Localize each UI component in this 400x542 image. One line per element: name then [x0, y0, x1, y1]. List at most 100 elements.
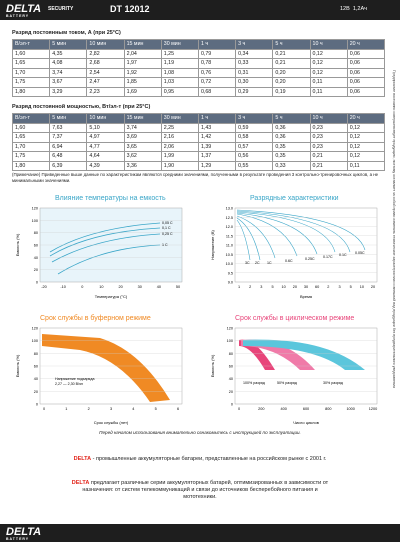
cell: 1,97: [123, 58, 162, 69]
curve-label: 2C: [255, 261, 260, 265]
column-header: 20 ч: [346, 113, 386, 124]
y-tick-label: 11.0: [226, 244, 233, 248]
chart-float-life: Срок службы в буферном режиме Емкость (%)…: [15, 314, 183, 425]
cell: 1,25: [160, 48, 199, 59]
cell: 7,63: [49, 122, 88, 133]
cell: 0,56: [235, 151, 274, 162]
cell: 3,67: [49, 77, 88, 88]
x-tick-label: 1: [238, 285, 240, 289]
about-2: DELTA предлагает различные серии аккумул…: [70, 480, 330, 501]
cell: 0,78: [197, 58, 237, 69]
cell: 0,12: [346, 141, 386, 152]
x-tick-label: 1: [65, 407, 67, 411]
cell: 0,36: [272, 132, 311, 143]
curve-50: [241, 339, 315, 370]
cell: 2,23: [86, 86, 125, 97]
x-tick-label: 0: [238, 407, 240, 411]
cell: 0,33: [235, 58, 274, 69]
curve-label: 0,1 С: [162, 226, 171, 230]
cell: 2,16: [160, 132, 199, 143]
cell: 1,69: [123, 86, 162, 97]
row: 1,70 6,94 4,77 3,65 2,06 1,39 0,57 0,35 0,23 0,12: [11, 141, 386, 152]
x-tick-label: -10: [60, 285, 65, 289]
x-tick-label: 600: [303, 407, 309, 411]
cell: 0,06: [346, 58, 386, 69]
cell: 4,77: [86, 141, 125, 152]
cell: 0,79: [197, 48, 237, 59]
column-header: 15 мин: [123, 113, 162, 124]
cell: 0,58: [235, 132, 274, 143]
cell: 0,95: [160, 86, 199, 97]
cell: 0,35: [272, 141, 311, 152]
cell: 1,03: [160, 77, 199, 88]
chart-title: Влияние температуры на емкость: [55, 195, 166, 202]
cell: 1,65: [11, 58, 51, 69]
cell: 3,74: [49, 67, 88, 78]
cell: 0,20: [272, 67, 311, 78]
y-tick-label: 10.0: [226, 262, 233, 266]
x-tick-label: 3: [338, 285, 340, 289]
x-tick-label: 6: [177, 407, 179, 411]
y-tick-label: 40: [229, 377, 233, 381]
cell: 5,10: [86, 122, 125, 133]
column-header: 1 ч: [197, 113, 237, 124]
cell: 0,12: [309, 67, 348, 78]
y-axis-label: Емкость (%): [210, 354, 215, 377]
y-tick-label: 60: [34, 244, 38, 248]
row: 1,65 7,37 4,97 3,69 2,16 1,42 0,58 0,36 0,23 0,12: [11, 132, 386, 143]
y-tick-label: 80: [229, 352, 233, 356]
instruction: Перед началом использования внимательно …: [99, 430, 301, 435]
row: 1,80 6,39 4,39 3,36 1,90 1,29 0,55 0,33 0,21 0,11: [11, 160, 386, 171]
cell: 0,21: [309, 160, 348, 171]
y-tick-label: 120: [227, 327, 233, 331]
cell: 6,48: [49, 151, 88, 162]
cell: 1,90: [160, 160, 199, 171]
cell: 1,60: [11, 48, 51, 59]
cell: 1,92: [123, 67, 162, 78]
column-header: 10 мин: [86, 113, 125, 124]
curve-label: 1 С: [162, 243, 168, 247]
cell: 2,68: [86, 58, 125, 69]
y-tick-label: 9.0: [228, 281, 233, 285]
cell: 0,23: [309, 122, 348, 133]
curve-label: 0.1C: [339, 253, 347, 257]
x-tick-label: 3: [110, 407, 112, 411]
about-text: предлагает различные серии аккумуляторны…: [82, 480, 329, 500]
chart-title: Разрядные характеристики: [250, 195, 339, 202]
brand-sub: BATTERY: [6, 14, 30, 18]
column-header: 1 ч: [197, 39, 237, 50]
x-tick-label: 3: [260, 285, 262, 289]
cell: 2,47: [86, 77, 125, 88]
cell: 0,11: [346, 160, 386, 171]
y-tick-label: 100: [227, 339, 233, 343]
curve-label: 30% разряд: [323, 381, 344, 385]
x-tick-label: 10: [360, 285, 364, 289]
x-tick-label: 20: [118, 285, 122, 289]
cell: 0,55: [235, 160, 274, 171]
cell: 0,23: [309, 132, 348, 143]
curve-label: 50% разряд: [277, 381, 298, 385]
curve-label: 0.17C: [323, 255, 333, 259]
cell: 1,80: [11, 86, 51, 97]
cell: 0,12: [346, 132, 386, 143]
cell: 0,11: [309, 86, 348, 97]
cell: 4,35: [49, 48, 88, 59]
cell: 0,19: [272, 86, 311, 97]
x-axis-label: Число циклов: [293, 420, 319, 425]
table-title: Разряд постоянной мощностью, Вт/эл-т (пр…: [12, 104, 151, 110]
x-tick-label: 30: [138, 285, 142, 289]
x-tick-label: 50: [176, 285, 180, 289]
cell: 1,43: [197, 122, 237, 133]
cell: 0,36: [272, 122, 311, 133]
brand: DELTA: [6, 526, 42, 538]
cell: 1,85: [123, 77, 162, 88]
cell: 0,12: [309, 48, 348, 59]
x-tick-label: 0: [81, 285, 83, 289]
x-axis-label: Время: [300, 294, 312, 299]
row: 1,80 3,29 2,23 1,69 0,95 0,68 0,29 0,19 0,11 0,06: [11, 86, 386, 97]
row: 1,75 3,67 2,47 1,85 1,03 0,72 0,30 0,20 0,11 0,06: [11, 77, 386, 88]
row: 1,60 7,63 5,10 3,74 2,25 1,43 0,59 0,36 0,23 0,12: [11, 122, 386, 133]
column-header: 3 ч: [235, 39, 274, 50]
